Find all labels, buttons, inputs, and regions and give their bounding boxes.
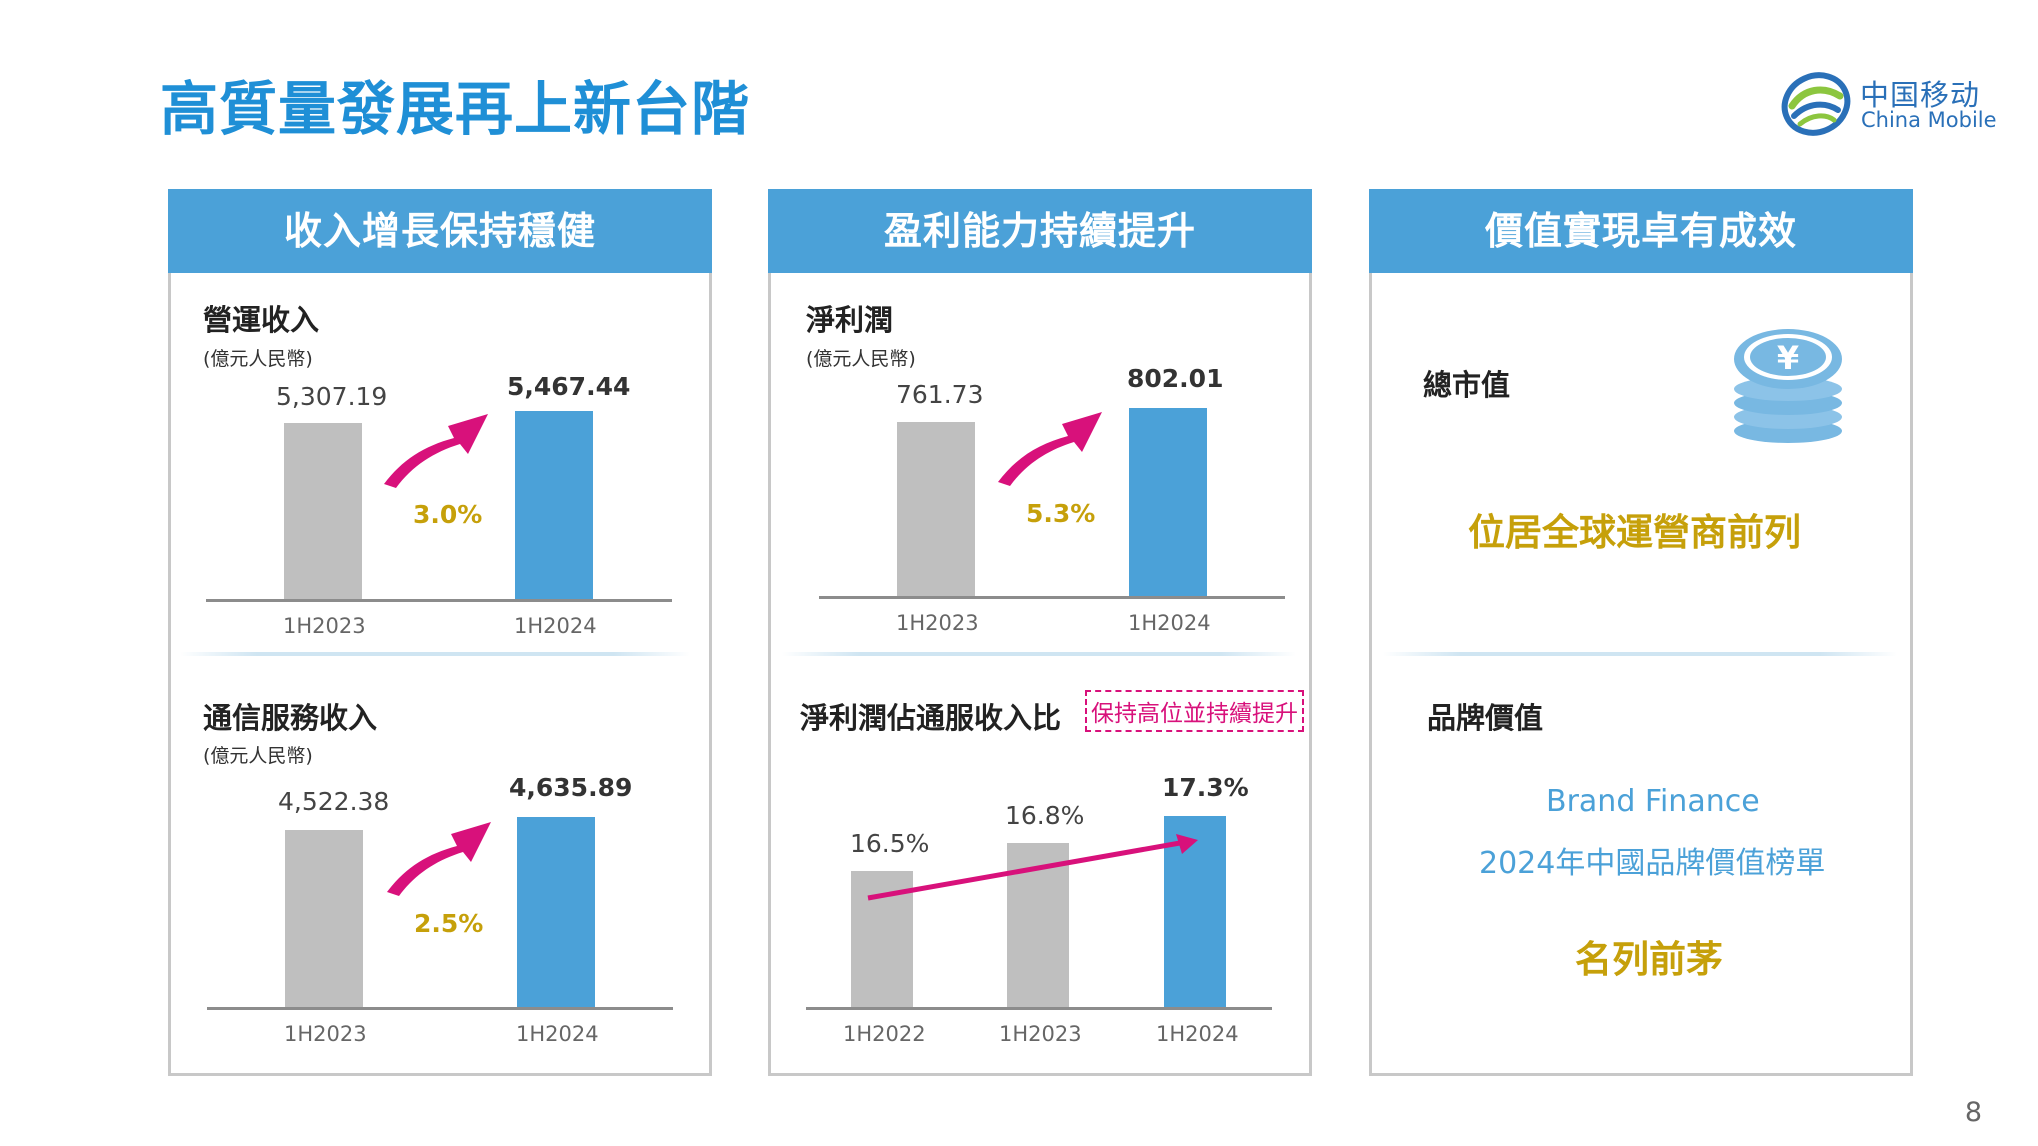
tick-label: 1H2023 bbox=[283, 614, 366, 638]
divider bbox=[782, 652, 1296, 656]
divider bbox=[1383, 652, 1897, 656]
bar-curr bbox=[517, 817, 595, 1008]
revenue-panel: 收入增長保持穩健 bbox=[168, 189, 712, 1076]
china-mobile-swirl-icon bbox=[1781, 72, 1851, 136]
bar-prev bbox=[897, 422, 975, 597]
x-axis bbox=[207, 1007, 673, 1010]
tick-label: 1H2023 bbox=[999, 1022, 1082, 1046]
tick-label: 1H2024 bbox=[1156, 1022, 1239, 1046]
panel-header: 盈利能力持續提升 bbox=[768, 189, 1312, 273]
unit-label: (億元人民幣) bbox=[806, 348, 916, 370]
growth-label: 2.5% bbox=[414, 909, 484, 938]
x-axis bbox=[806, 1007, 1272, 1010]
growth-label: 3.0% bbox=[413, 500, 483, 529]
ranking-list-text: 2024年中國品牌價值榜單 bbox=[1479, 846, 1826, 881]
brand-value-statement: 名列前茅 bbox=[1575, 938, 1723, 981]
unit-label: (億元人民幣) bbox=[203, 745, 313, 767]
unit-label: (億元人民幣) bbox=[203, 348, 313, 370]
metric-title: 淨利潤佔通服收入比 bbox=[800, 701, 1062, 735]
china-mobile-logo: 中国移动 China Mobile bbox=[1778, 66, 1998, 142]
metric-title: 通信服務收入 bbox=[203, 701, 378, 735]
value-label: 16.5% bbox=[850, 829, 930, 858]
tick-label: 1H2022 bbox=[843, 1022, 926, 1046]
metric-title: 總市值 bbox=[1423, 368, 1511, 402]
x-axis bbox=[206, 599, 672, 602]
tick-label: 1H2023 bbox=[284, 1022, 367, 1046]
bar-curr bbox=[1129, 408, 1207, 597]
bar-prev bbox=[285, 830, 363, 1008]
bar-prev bbox=[284, 423, 362, 600]
page-number: 8 bbox=[1964, 1097, 1982, 1128]
market-cap-statement: 位居全球運營商前列 bbox=[1468, 511, 1801, 554]
x-axis bbox=[819, 596, 1285, 599]
bar-1h2024 bbox=[1164, 816, 1226, 1008]
value-label: 4,635.89 bbox=[509, 773, 633, 802]
logo-english-text: China Mobile bbox=[1861, 108, 1997, 132]
divider bbox=[180, 652, 690, 656]
value-label: 802.01 bbox=[1127, 364, 1224, 393]
growth-arrow-icon bbox=[998, 412, 1102, 486]
panel-header: 價值實現卓有成效 bbox=[1369, 189, 1913, 273]
yen-coin-stack-icon: ¥ bbox=[1734, 329, 1842, 443]
tick-label: 1H2023 bbox=[896, 611, 979, 635]
page-title: 高質量發展再上新台階 bbox=[160, 75, 751, 143]
panel-header: 收入增長保持穩健 bbox=[168, 189, 712, 273]
svg-text:¥: ¥ bbox=[1777, 339, 1799, 377]
value-label: 5,467.44 bbox=[507, 372, 631, 401]
metric-title: 品牌價值 bbox=[1427, 701, 1544, 735]
metric-title: 淨利潤 bbox=[806, 303, 894, 337]
value-label: 16.8% bbox=[1005, 801, 1085, 830]
growth-label: 5.3% bbox=[1026, 499, 1096, 528]
value-label: 4,522.38 bbox=[278, 787, 390, 816]
trend-arrow-icon bbox=[867, 834, 1198, 901]
highlight-tag: 保持高位並持續提升 bbox=[1085, 690, 1304, 732]
growth-arrow-icon bbox=[384, 414, 488, 488]
value-label: 5,307.19 bbox=[276, 382, 388, 411]
brand-finance-text: Brand Finance bbox=[1546, 784, 1760, 819]
value-label: 761.73 bbox=[896, 380, 984, 409]
bar-curr bbox=[515, 411, 593, 600]
tick-label: 1H2024 bbox=[516, 1022, 599, 1046]
logo-chinese-text: 中国移动 bbox=[1860, 78, 1981, 112]
tick-label: 1H2024 bbox=[514, 614, 597, 638]
metric-title: 營運收入 bbox=[203, 303, 320, 337]
growth-arrow-icon bbox=[387, 822, 491, 896]
value-label: 17.3% bbox=[1162, 773, 1249, 802]
tick-label: 1H2024 bbox=[1128, 611, 1211, 635]
